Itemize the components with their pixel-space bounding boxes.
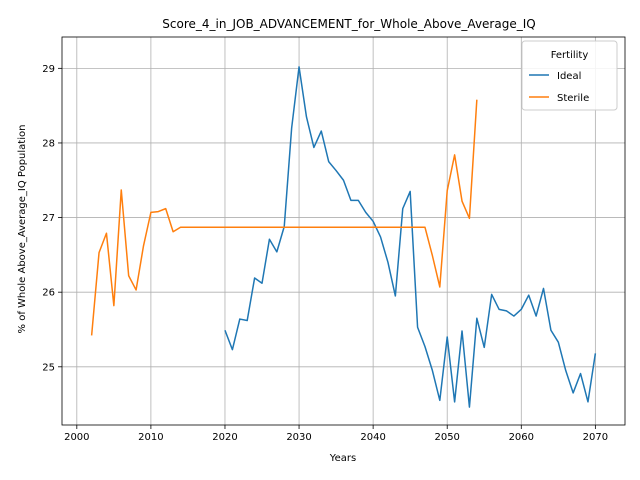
- x-axis-ticks: 2000 2010 2020 2030 2040 2050 2060 2070: [64, 425, 608, 443]
- series-line-sterile: [90, 99, 478, 336]
- y-tick-label: 29: [42, 64, 55, 75]
- x-tick-label: 2020: [212, 432, 237, 443]
- x-tick-label: 2050: [434, 432, 459, 443]
- chart-title: Score_4_in_JOB_ADVANCEMENT_for_Whole_Abo…: [162, 17, 535, 31]
- y-axis-title: % of Whole Above_Average_IQ Population: [17, 125, 28, 334]
- series-group: [90, 66, 597, 408]
- legend-label-sterile: Sterile: [557, 93, 589, 104]
- legend: Fertility Ideal Sterile: [521, 40, 618, 111]
- y-axis-ticks: 25 26 27 28 29: [42, 64, 62, 373]
- x-tick-label: 2070: [583, 432, 608, 443]
- legend-label-ideal: Ideal: [557, 71, 581, 82]
- x-tick-label: 2010: [138, 432, 163, 443]
- x-axis-title: Years: [329, 453, 356, 464]
- x-tick-label: 2000: [64, 432, 89, 443]
- y-tick-label: 25: [42, 362, 55, 373]
- x-tick-label: 2060: [509, 432, 534, 443]
- series-line-ideal: [224, 66, 597, 408]
- legend-box: [521, 40, 618, 111]
- legend-title: Fertility: [551, 50, 589, 61]
- y-tick-label: 27: [42, 213, 55, 224]
- y-tick-label: 28: [42, 138, 55, 149]
- x-tick-label: 2030: [286, 432, 311, 443]
- x-tick-label: 2040: [360, 432, 385, 443]
- y-tick-label: 26: [42, 288, 55, 299]
- plot-frame: [61, 36, 626, 426]
